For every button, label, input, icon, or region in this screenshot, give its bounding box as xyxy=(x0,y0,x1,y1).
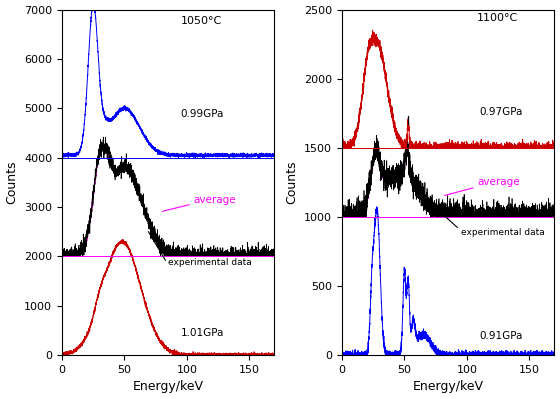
Text: average: average xyxy=(477,177,520,187)
Text: 1.01GPa: 1.01GPa xyxy=(181,328,224,338)
Y-axis label: Counts: Counts xyxy=(6,161,18,204)
Text: 0.99GPa: 0.99GPa xyxy=(181,109,224,119)
Text: average: average xyxy=(193,195,236,205)
Text: experimental data: experimental data xyxy=(461,228,544,237)
Text: 0.91GPa: 0.91GPa xyxy=(479,331,523,341)
X-axis label: Energy/keV: Energy/keV xyxy=(133,380,204,393)
Text: 1100°C: 1100°C xyxy=(477,13,518,23)
Text: 0.97GPa: 0.97GPa xyxy=(479,107,523,117)
Text: experimental data: experimental data xyxy=(168,258,252,267)
Text: 1050°C: 1050°C xyxy=(181,16,222,26)
X-axis label: Energy/keV: Energy/keV xyxy=(413,380,484,393)
Y-axis label: Counts: Counts xyxy=(286,161,298,204)
